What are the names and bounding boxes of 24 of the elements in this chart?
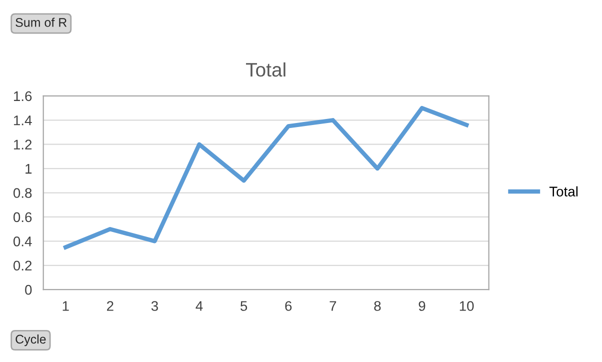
x-tick-label: 4 bbox=[196, 301, 203, 311]
chart-title: Total bbox=[246, 62, 286, 77]
x-tick-label: 10 bbox=[460, 301, 474, 311]
x-tick-label: 9 bbox=[418, 301, 426, 311]
y-tick-label: 0.8 bbox=[13, 188, 32, 198]
y-tick-label: 0.2 bbox=[13, 260, 32, 271]
y-tick-label: 1.6 bbox=[14, 91, 32, 102]
x-tick-label: 3 bbox=[151, 301, 158, 311]
x-tick-label: 8 bbox=[374, 301, 381, 311]
x-tick-label: 7 bbox=[330, 301, 336, 311]
y-tick-label: 1.2 bbox=[14, 140, 32, 150]
y-tick-label: 0.6 bbox=[13, 212, 32, 222]
line-series bbox=[64, 106, 469, 250]
legend-label: Total bbox=[549, 186, 578, 196]
y-tick-label: 1.4 bbox=[14, 116, 32, 126]
x-tick-label: 2 bbox=[107, 301, 114, 311]
text: Cycle bbox=[16, 334, 46, 346]
x-tick-label: 6 bbox=[285, 301, 292, 311]
x-tick-label: 5 bbox=[240, 301, 248, 311]
text: Sum of R bbox=[16, 18, 67, 27]
y-tick-label: 0.4 bbox=[13, 236, 32, 246]
y-tick-label: 1 bbox=[26, 164, 32, 174]
y-tick-label: 0 bbox=[25, 284, 32, 295]
x-tick-label: 1 bbox=[62, 301, 69, 311]
